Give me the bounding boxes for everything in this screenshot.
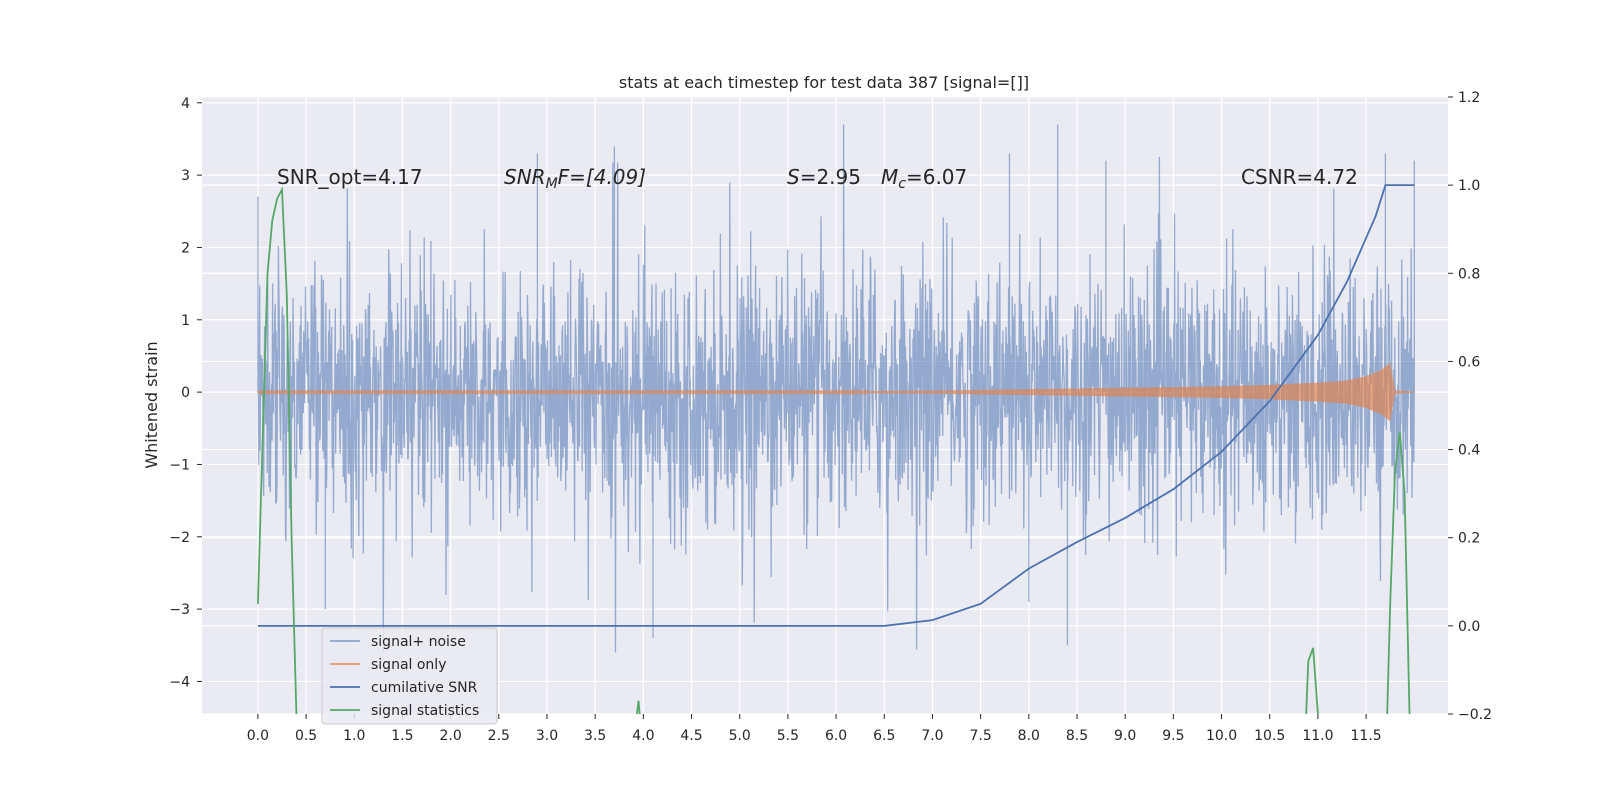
y-axis-left: 4 3 2 1 0 −1 −2 −3 −4 <box>169 96 202 690</box>
x-tick-label: 2.5 <box>488 728 510 744</box>
x-tick-label: 5.0 <box>729 728 751 744</box>
x-tick-label: 11.0 <box>1302 728 1333 744</box>
y-tick-label: 3 <box>181 168 190 184</box>
series-signal-noise <box>257 124 1415 653</box>
y2-tick-label: 0.0 <box>1458 619 1480 635</box>
y2-tick-label: 0.6 <box>1458 354 1480 370</box>
x-tick-label: 4.5 <box>680 728 702 744</box>
y-tick-label: 0 <box>181 385 190 401</box>
x-tick-label: 0.0 <box>247 728 269 744</box>
x-tick-label: 7.0 <box>921 728 943 744</box>
annotation-csnr: CSNR=4.72 <box>1241 165 1358 189</box>
y2-tick-label: 0.4 <box>1458 443 1480 459</box>
x-tick-label: 0.5 <box>295 728 317 744</box>
x-tick-label: 9.5 <box>1162 728 1184 744</box>
annotation-s: S=2.95 <box>787 165 861 189</box>
grid-lines <box>202 96 1448 715</box>
x-tick-label: 6.0 <box>825 728 847 744</box>
x-tick-label: 1.5 <box>391 728 413 744</box>
annotation-mc: Mc=6.07 <box>881 165 967 192</box>
x-tick-label: 4.0 <box>632 728 654 744</box>
y-tick-label: −4 <box>169 674 190 690</box>
x-tick-label: 10.5 <box>1254 728 1285 744</box>
y-axis-right: 1.2 1.0 0.8 0.6 0.4 0.2 0.0 −0.2 <box>1448 90 1492 723</box>
x-tick-label: 6.5 <box>873 728 895 744</box>
legend: signal+ noise signal only cumilative SNR… <box>321 627 498 725</box>
x-tick-label: 5.5 <box>777 728 799 744</box>
x-axis: 0.0 0.5 1.0 1.5 2.0 2.5 3.0 3.5 4.0 4.5 5.0 5.5 6.0 6… <box>247 714 1382 744</box>
annotation-snr-mf-prefix: SNR <box>504 165 546 189</box>
series-layer <box>257 124 1415 714</box>
legend-label-signal-statistics: signal statistics <box>371 703 479 719</box>
annotation-snr-mf-sub: M <box>546 176 558 192</box>
x-tick-label: 7.5 <box>969 728 991 744</box>
y-tick-label: −3 <box>169 602 190 618</box>
y2-tick-label: 0.8 <box>1458 266 1480 282</box>
x-tick-label: 2.0 <box>439 728 461 744</box>
series-signal-statistics <box>257 186 1411 714</box>
x-tick-label: 11.5 <box>1351 728 1382 744</box>
annotation-mc-value: =6.07 <box>906 165 967 189</box>
y-tick-label: 4 <box>181 96 190 112</box>
y-tick-label: −2 <box>169 530 190 546</box>
legend-label-signal-noise: signal+ noise <box>371 634 466 650</box>
y-tick-label: 1 <box>181 313 190 329</box>
y2-tick-label: 0.2 <box>1458 531 1480 547</box>
y-tick-label: 2 <box>181 240 190 256</box>
annotation-mc-label: M <box>881 165 898 189</box>
x-tick-label: 10.0 <box>1206 728 1237 744</box>
annotation-snr-mf-rest: F=[4.09] <box>558 165 646 189</box>
x-tick-label: 8.5 <box>1066 728 1088 744</box>
annotation-mc-sub: c <box>898 176 906 192</box>
legend-box <box>321 627 498 725</box>
y2-tick-label: 1.2 <box>1458 90 1480 106</box>
legend-label-signal-only: signal only <box>371 657 446 673</box>
x-tick-label: 3.0 <box>536 728 558 744</box>
annotation-snr-mf: SNRMF=[4.09] <box>504 165 646 192</box>
annotation-s-value: =2.95 <box>800 165 861 189</box>
y-axis-label: Whitened strain <box>142 341 161 468</box>
annotation-s-label: S <box>787 165 800 189</box>
x-tick-label: 9.0 <box>1114 728 1136 744</box>
x-tick-label: 3.5 <box>584 728 606 744</box>
series-signal-only <box>257 363 1415 421</box>
x-tick-label: 8.0 <box>1018 728 1040 744</box>
annotation-snr-opt: SNR_opt=4.17 <box>277 165 423 189</box>
y2-tick-label: −0.2 <box>1458 707 1492 723</box>
y2-tick-label: 1.0 <box>1458 178 1480 194</box>
series-cumulative-snr <box>257 184 1415 627</box>
x-tick-label: 1.0 <box>343 728 365 744</box>
chart-title: stats at each timestep for test data 387… <box>619 73 1029 92</box>
y-tick-label: −1 <box>169 457 190 473</box>
legend-label-cumulative-snr: cumilative SNR <box>371 680 478 696</box>
